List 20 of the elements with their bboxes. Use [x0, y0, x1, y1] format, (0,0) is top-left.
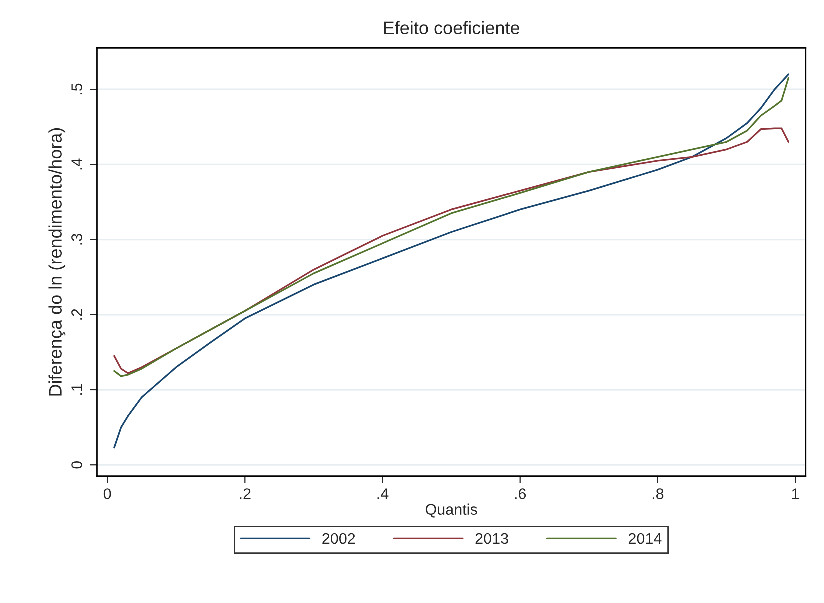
x-tick-label: 1 — [792, 488, 800, 500]
y-tick-label: .4 — [72, 158, 82, 170]
y-tick-label: .3 — [72, 234, 82, 245]
y-axis-title: Diferença do ln (rendimento/hora) — [48, 128, 66, 396]
x-tick-label: 0 — [104, 488, 112, 500]
x-tick-label: .4 — [378, 488, 389, 500]
legend-label: 2002 — [322, 533, 356, 544]
y-tick-label: .2 — [72, 309, 82, 320]
y-tick-label: .1 — [72, 384, 82, 395]
x-tick-label: .8 — [652, 488, 664, 500]
x-axis-title: Quantis — [426, 504, 478, 518]
x-tick-label: .6 — [515, 488, 526, 500]
legend-label: 2013 — [476, 533, 508, 544]
chart-title: Efeito coeficiente — [384, 21, 520, 35]
y-tick-label: 0 — [72, 461, 82, 469]
y-tick-label: .5 — [72, 84, 82, 95]
x-tick-label: .2 — [240, 488, 251, 500]
line-series — [114, 77, 790, 378]
line-series — [114, 74, 790, 449]
legend-label: 2014 — [628, 533, 662, 544]
